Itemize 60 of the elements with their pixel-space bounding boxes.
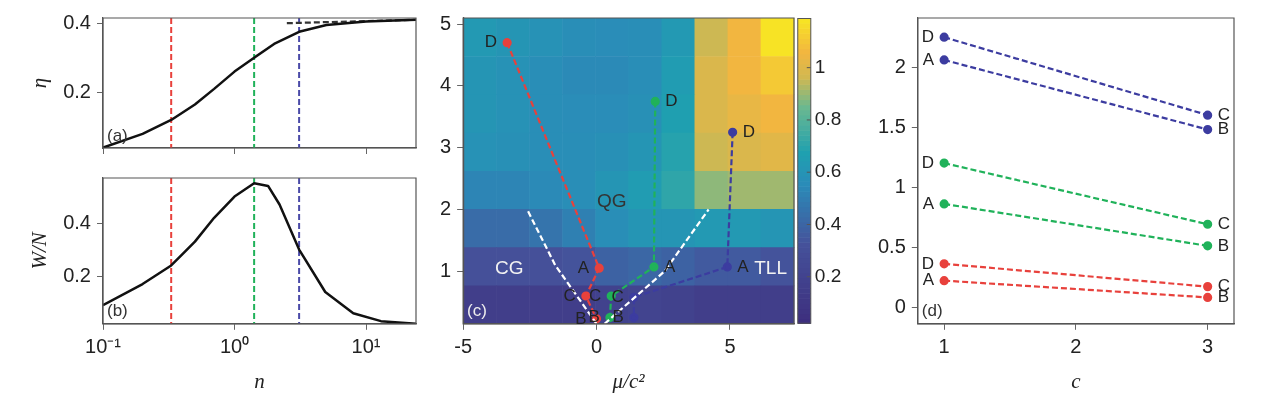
annotation: A <box>663 256 676 276</box>
x-axis-title: n <box>254 368 265 393</box>
annotation: D <box>921 152 935 172</box>
x-tick-label: 3 <box>1202 335 1214 358</box>
annotation: C <box>611 286 624 306</box>
x-axis-title: c <box>1071 368 1082 393</box>
annotation: D <box>921 26 935 46</box>
y-tick-label: 1 <box>440 258 452 281</box>
annotation: (a) <box>107 125 128 145</box>
annotation: TLL <box>754 257 788 278</box>
annotation: D <box>484 32 498 52</box>
annotation: A <box>922 49 935 69</box>
y-tick-label: 0.2 <box>63 263 91 286</box>
x-tick-label: 5 <box>724 335 736 358</box>
y-tick-label: 0.5 <box>877 234 906 257</box>
annotation: D <box>921 253 935 273</box>
y-tick-label: 0.4 <box>63 210 91 233</box>
y-tick-label: 1 <box>894 174 906 197</box>
y-axis-title: η <box>27 77 52 89</box>
y-tick-label: 4 <box>440 73 452 96</box>
x-tick-label: -5 <box>454 335 473 358</box>
y-tick-label: 1.5 <box>877 114 906 137</box>
color-bar-label: 0.4 <box>814 212 842 234</box>
color-bar-label: 1 <box>814 55 826 77</box>
annotation: C <box>588 285 602 305</box>
annotation: (d) <box>921 301 943 321</box>
x-tick-label: 2 <box>1070 335 1082 358</box>
color-bar-label: 0.6 <box>814 160 842 182</box>
x-tick-label: 10⁰ <box>219 335 250 358</box>
x-tick-label: 10⁻¹ <box>85 335 122 358</box>
annotation: A <box>577 257 590 277</box>
x-axis-title: μ/c² <box>611 368 646 393</box>
annotation: D <box>742 121 755 141</box>
annotation: B <box>612 307 624 327</box>
y-tick-label: 2 <box>440 197 452 220</box>
annotation: C <box>1217 213 1230 233</box>
annotation: (c) <box>467 301 487 321</box>
x-tick-label: 1 <box>938 335 950 358</box>
annotation: A <box>737 256 750 276</box>
y-tick-label: 0.4 <box>63 10 91 33</box>
x-tick-label: 0 <box>590 335 603 358</box>
y-axis-title: W/N <box>27 231 52 270</box>
color-bar-label: 0.8 <box>814 108 842 130</box>
annotation: CG <box>495 257 524 278</box>
annotation: C <box>563 285 576 305</box>
y-tick-label: 0 <box>894 294 906 317</box>
annotation: D <box>665 91 678 111</box>
y-tick-label: 3 <box>440 135 452 158</box>
annotation: B <box>1217 235 1229 255</box>
color-bar-label: 0.2 <box>814 265 842 286</box>
annotation: QG <box>597 189 627 211</box>
annotation: A <box>922 193 935 213</box>
annotation: (b) <box>107 301 128 321</box>
y-tick-label: 2 <box>894 54 906 77</box>
y-tick-label: 0.2 <box>63 79 91 102</box>
annotation: B <box>575 308 587 328</box>
annotation: B <box>1217 119 1229 139</box>
y-tick-label: 5 <box>440 11 452 34</box>
annotation: A <box>922 270 935 290</box>
x-tick-label: 10¹ <box>351 335 381 358</box>
